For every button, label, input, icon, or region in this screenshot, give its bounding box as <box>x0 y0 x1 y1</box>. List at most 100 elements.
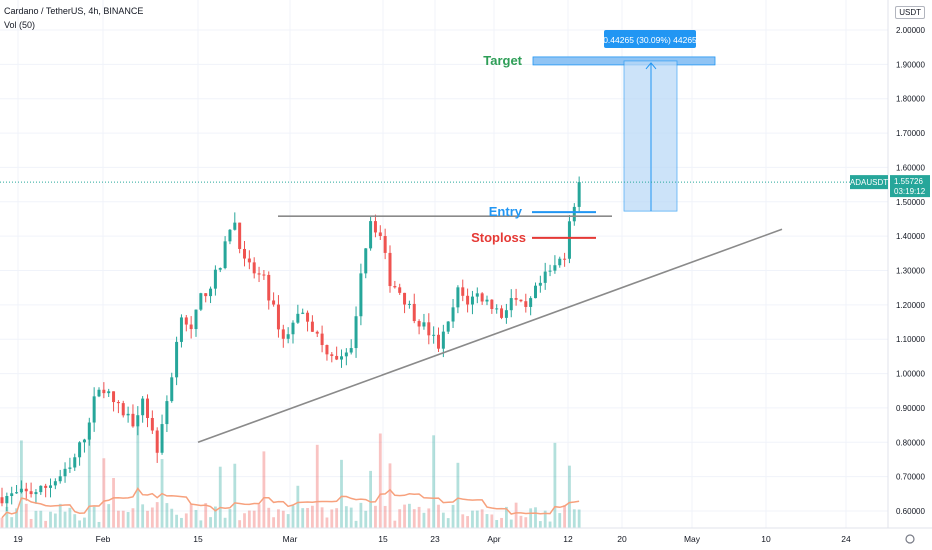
volume-bar <box>446 518 450 528</box>
volume-bar <box>509 519 513 528</box>
candle-body <box>466 295 470 305</box>
candle-body <box>238 222 242 249</box>
candle-body <box>170 377 174 402</box>
candle-body <box>63 468 67 477</box>
volume-bar <box>475 510 479 528</box>
volume-bar <box>519 515 523 528</box>
candle-body <box>112 391 116 403</box>
candle-body <box>243 248 246 259</box>
candle-body <box>320 333 324 346</box>
candle-body <box>403 292 407 305</box>
candle-body <box>189 324 193 330</box>
candle-body <box>519 299 523 302</box>
candle-body <box>29 491 33 495</box>
candle-body <box>301 312 305 314</box>
candle-body <box>184 317 188 325</box>
candle-body <box>563 258 567 260</box>
volume-bar <box>214 506 217 528</box>
time-tick-label: Apr <box>487 534 500 544</box>
candle-body <box>5 496 9 504</box>
volume-bar <box>291 505 295 528</box>
candle-body <box>446 321 450 332</box>
volume-bar <box>563 505 566 528</box>
volume-bar <box>325 517 329 528</box>
price-tick-label: 1.50000 <box>896 198 925 207</box>
candle-body <box>44 485 48 488</box>
candle-body <box>306 312 310 322</box>
candle-body <box>567 221 571 259</box>
candle-body <box>534 285 537 299</box>
candle-body <box>213 269 217 289</box>
volume-bar <box>524 517 528 528</box>
volume-bar <box>34 510 38 528</box>
volume-bar <box>500 517 503 528</box>
volume-bar <box>180 517 183 528</box>
candle-body <box>393 286 397 288</box>
candle-body <box>514 298 518 300</box>
candle-body <box>500 308 504 318</box>
volume-bar <box>194 509 198 528</box>
candle-body <box>344 352 348 357</box>
price-tick-label: 0.70000 <box>896 473 925 482</box>
volume-bar <box>83 517 86 528</box>
price-tick-label: 1.10000 <box>896 335 925 344</box>
candle-body <box>49 485 52 488</box>
candle-body <box>92 396 96 423</box>
candle-body <box>291 322 295 335</box>
volume-bar <box>383 505 387 528</box>
candle-body <box>39 485 43 493</box>
volume-bar <box>257 504 261 528</box>
candle-body <box>412 303 416 322</box>
candle-body <box>509 298 513 311</box>
price-tick-label: 2.00000 <box>896 26 925 35</box>
candle-body <box>141 398 145 416</box>
price-tick-label: 1.40000 <box>896 232 925 241</box>
candle-body <box>68 467 72 469</box>
candle-body <box>529 298 533 307</box>
volume-bar <box>369 470 372 528</box>
candle-body <box>131 413 135 427</box>
time-tick-label: 15 <box>193 534 203 544</box>
volume-bar <box>451 504 455 528</box>
price-tick-label: 1.90000 <box>896 60 925 69</box>
candle-body <box>102 389 106 394</box>
volume-bar <box>378 433 382 528</box>
price-tick-label: 1.80000 <box>896 95 925 104</box>
candle-body <box>228 229 232 242</box>
volume-bar <box>306 508 309 528</box>
volume-bar <box>209 517 212 528</box>
candle-body <box>364 248 368 274</box>
candle-body <box>281 329 285 339</box>
candle-body <box>470 296 474 305</box>
volume-bar <box>233 463 237 528</box>
volume-bar <box>228 509 232 528</box>
volume-bar <box>102 458 106 528</box>
price-axis-bg <box>888 0 932 550</box>
candle-body <box>121 403 125 416</box>
symbol-tag-label: ADAUSDT <box>850 178 888 187</box>
time-tick-label: 20 <box>617 534 627 544</box>
time-axis-bg <box>0 528 932 550</box>
volume-bar <box>175 514 178 528</box>
volume-bar <box>267 507 271 528</box>
currency-button[interactable]: USDT <box>895 6 925 19</box>
candle-body <box>53 481 57 486</box>
volume-bar <box>0 517 4 528</box>
volume-bar <box>53 513 57 528</box>
candle-body <box>19 488 23 493</box>
volume-bar <box>427 508 431 528</box>
volume-bar <box>277 509 280 528</box>
candle-body <box>485 299 489 302</box>
volume-bar <box>184 513 188 528</box>
volume-bar <box>344 506 348 528</box>
countdown-value: 03:19:12 <box>894 187 926 196</box>
volume-bar <box>315 444 319 528</box>
target-label: Target <box>483 53 522 68</box>
symbol-tag <box>850 175 888 190</box>
candle-body <box>538 282 542 286</box>
volume-bar <box>466 516 469 528</box>
volume-bar <box>441 512 445 528</box>
candle-body <box>82 439 86 443</box>
candle-body <box>427 322 431 336</box>
